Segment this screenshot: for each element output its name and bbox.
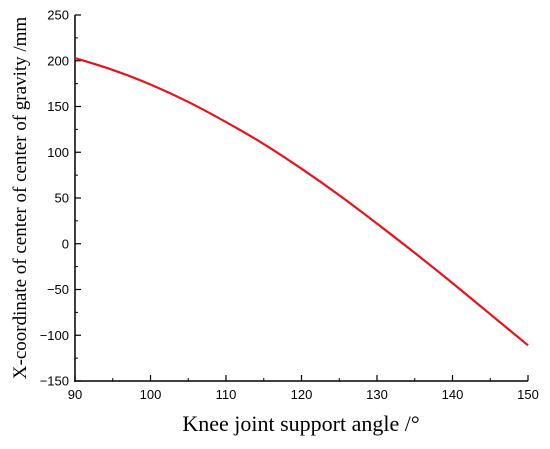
x-tick-label: 110 — [216, 387, 237, 402]
y-tick-label: 200 — [47, 53, 69, 68]
x-axis-label: Knee joint support angle /° — [182, 411, 419, 436]
axes — [74, 14, 529, 382]
y-tick-label: −150 — [40, 374, 69, 389]
y-tick-label: −50 — [47, 282, 69, 297]
y-tick-label: 150 — [47, 99, 69, 114]
x-tick-label: 120 — [291, 387, 313, 402]
x-tick-label: 140 — [442, 387, 464, 402]
y-tick-label: 50 — [55, 191, 69, 206]
x-tick-label: 130 — [366, 387, 388, 402]
x-tick-label: 150 — [517, 387, 539, 402]
y-axis-label: X-coordinate of center of center of grav… — [10, 17, 31, 380]
y-tick-label: −100 — [40, 328, 69, 343]
series-layer — [74, 56, 529, 347]
tick-labels: 90 100 110 120 130 140 150 250 200 150 100 50 0 −50 −1… — [40, 8, 539, 403]
y-tick-label: 0 — [62, 236, 69, 251]
y-tick-label: 250 — [47, 8, 69, 23]
y-tick-label: 100 — [47, 145, 69, 160]
x-tick-label: 100 — [140, 387, 162, 402]
x-tick-label: 90 — [68, 387, 82, 402]
series-line — [74, 56, 529, 347]
